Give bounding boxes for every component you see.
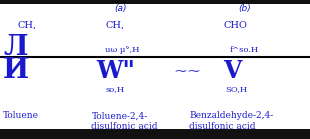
Text: W": W"	[96, 59, 135, 83]
Text: CH,: CH,	[105, 21, 125, 29]
Text: Toluene-2,4-
disulfonic acid: Toluene-2,4- disulfonic acid	[91, 111, 158, 131]
Text: И: И	[3, 57, 29, 84]
Text: CH,: CH,	[17, 21, 36, 29]
Text: (b): (b)	[238, 4, 251, 13]
Text: Л: Л	[3, 34, 28, 61]
Text: V: V	[223, 59, 241, 83]
Text: ~~: ~~	[174, 62, 202, 79]
Text: CHO: CHO	[223, 21, 247, 29]
Text: so,H: so,H	[105, 85, 125, 93]
Text: Benzaldehyde-2,4-
disulfonic acid: Benzaldehyde-2,4- disulfonic acid	[189, 111, 273, 131]
Text: SO,H: SO,H	[225, 85, 247, 93]
Text: f^so.H: f^so.H	[229, 46, 259, 54]
Text: uω µ°,H: uω µ°,H	[105, 46, 140, 54]
Bar	[0, 129, 310, 139]
Text: (a): (a)	[115, 4, 127, 13]
Bar	[0, 0, 310, 4]
Text: Toluene: Toluene	[3, 111, 39, 120]
